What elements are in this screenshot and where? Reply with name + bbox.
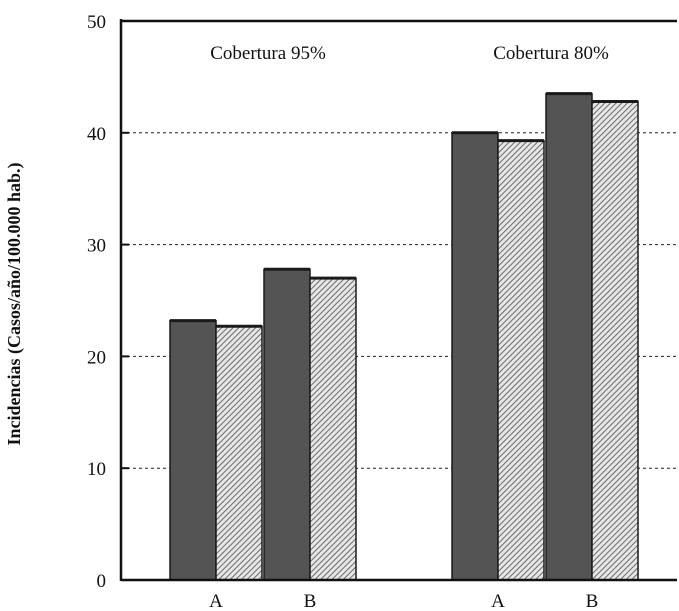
- bar-solid: [451, 132, 499, 581]
- labels: 0 10 20 30 40 50 A B Cobertura 95% A B Cobertura 80…: [87, 12, 609, 611]
- bar-hatched: [309, 277, 357, 581]
- bar-hatched: [591, 100, 639, 581]
- x-category-label: A: [491, 591, 505, 611]
- bar-hatched: [215, 325, 263, 581]
- y-axis-label: Incidencias (Casos/año/100.000 hab.): [4, 162, 25, 445]
- y-tick-label: 50: [87, 12, 106, 33]
- group-title: Cobertura 95%: [210, 43, 326, 64]
- y-tick-label: 30: [87, 236, 106, 257]
- bar-solid: [545, 92, 593, 581]
- bar-solid: [169, 319, 217, 581]
- axes: [119, 19, 677, 582]
- group-title: Cobertura 80%: [493, 43, 609, 64]
- x-category-label: A: [209, 591, 223, 611]
- bar-hatched: [497, 139, 545, 581]
- bar-solid: [263, 268, 311, 581]
- bars: [169, 92, 639, 581]
- y-tick-label: 0: [97, 571, 107, 592]
- x-category-label: B: [586, 591, 599, 611]
- y-tick-label: 40: [87, 124, 106, 145]
- y-tick-label: 20: [87, 347, 106, 368]
- x-category-label: B: [304, 591, 317, 611]
- y-tick-label: 10: [87, 459, 106, 480]
